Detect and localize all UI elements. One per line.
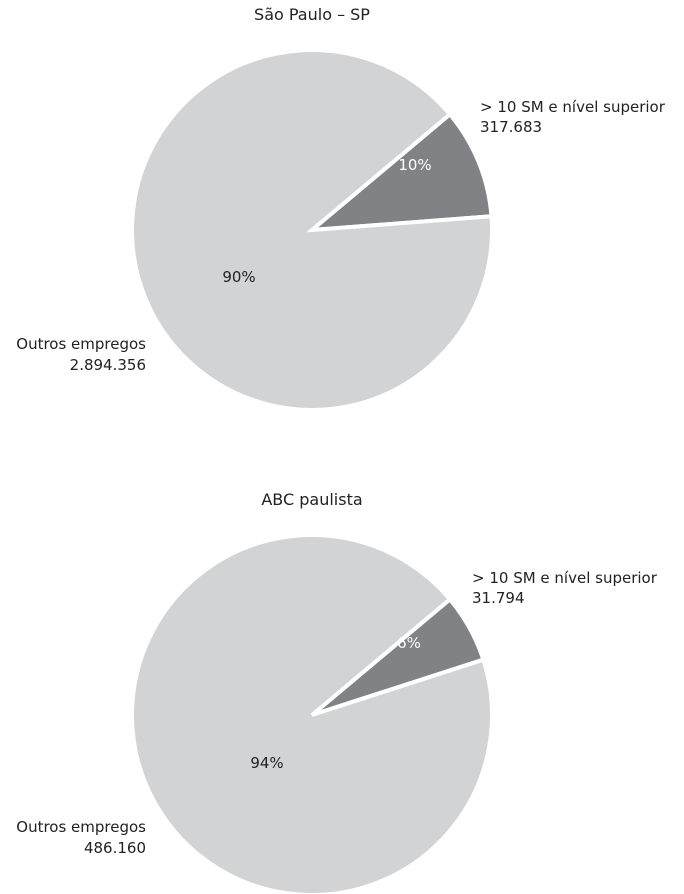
- slice-pct-label-major: 90%: [222, 268, 255, 286]
- slice-pct-label-minor: 10%: [398, 156, 431, 174]
- pie-slice-major: [130, 533, 495, 894]
- pie-slices: [130, 533, 495, 894]
- pie-slice-major: [130, 48, 494, 412]
- value-label-minor: 317.683: [480, 118, 542, 136]
- category-label-major: Outros empregos: [16, 335, 146, 353]
- category-label-major: Outros empregos: [16, 818, 146, 836]
- slice-pct-label-major: 94%: [250, 754, 283, 772]
- category-label-minor: > 10 SM e nível superior: [480, 98, 666, 116]
- chart-title: ABC paulista: [261, 490, 362, 509]
- pie-chart-sao-paulo: São Paulo – SP 10% 90% > 10 SM e nível s…: [16, 5, 666, 412]
- value-label-major: 486.160: [84, 839, 146, 857]
- pie-chart-abc-paulista: ABC paulista 6% 94% > 10 SM e nível supe…: [16, 490, 658, 894]
- category-label-minor: > 10 SM e nível superior: [472, 569, 658, 587]
- slice-pct-label-minor: 6%: [397, 634, 421, 652]
- pie-slice-minor: [305, 111, 494, 233]
- value-label-major: 2.894.356: [70, 356, 146, 374]
- pie-slices: [130, 48, 494, 412]
- chart-title: São Paulo – SP: [254, 5, 370, 24]
- value-label-minor: 31.794: [472, 589, 525, 607]
